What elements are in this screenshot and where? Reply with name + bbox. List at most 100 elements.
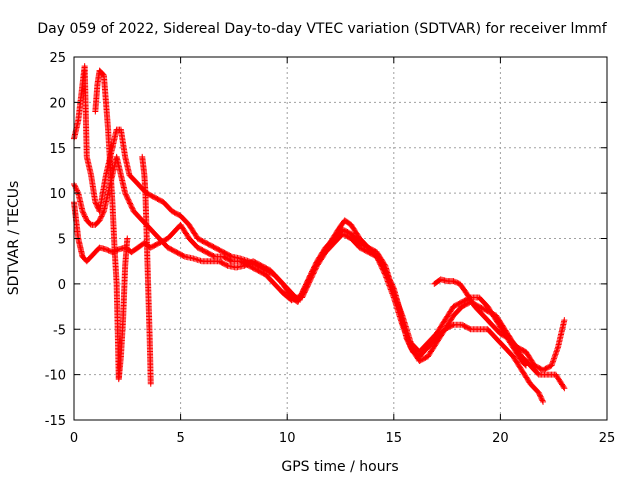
y-tick-label: 0 [58, 278, 66, 293]
data-point [297, 293, 304, 300]
x-tick-label: 0 [70, 431, 78, 446]
y-tick-label: 20 [49, 96, 66, 111]
data-point [296, 294, 303, 301]
data-point [396, 305, 403, 312]
data-point [311, 264, 318, 271]
data-point [311, 263, 318, 270]
data-point [522, 362, 529, 369]
data-point [227, 257, 234, 264]
data-point [313, 259, 320, 266]
series-track-6 [139, 153, 154, 387]
data-point [74, 188, 81, 195]
data-point [303, 281, 310, 288]
data-point [304, 278, 311, 285]
data-point [454, 279, 461, 286]
data-point [80, 209, 87, 216]
data-point [300, 288, 307, 295]
data-point [538, 394, 545, 401]
data-point [451, 278, 458, 285]
y-tick-label: -15 [45, 414, 66, 429]
data-point [122, 191, 129, 198]
data-point [72, 183, 79, 190]
data-point [301, 284, 308, 291]
data-point [450, 278, 457, 285]
data-point [391, 292, 398, 299]
data-point [397, 307, 404, 314]
y-tick-label: 5 [58, 233, 66, 248]
data-point [561, 317, 568, 324]
data-point [306, 275, 313, 282]
data-point [398, 309, 405, 316]
data-point [395, 301, 402, 308]
series-track-5 [92, 67, 131, 383]
data-point [307, 272, 314, 279]
data-point [312, 262, 319, 269]
data-point [300, 286, 307, 293]
data-point [312, 260, 319, 267]
data-point [298, 290, 305, 297]
y-tick-label: 25 [49, 51, 66, 66]
x-tick-label: 20 [492, 431, 509, 446]
data-point [535, 389, 542, 396]
data-point [394, 300, 401, 307]
data-point [391, 291, 398, 298]
data-point [124, 195, 131, 202]
data-point [536, 392, 543, 399]
data-point [180, 253, 187, 260]
data-point [298, 291, 305, 298]
axis-ticks: 0 5 10 15 20 25 -15 -10 -5 0 5 10 15 20 25 [45, 51, 616, 446]
data-point [310, 265, 317, 272]
data-point [560, 384, 567, 390]
x-tick-label: 25 [599, 431, 616, 446]
data-point [223, 262, 230, 269]
data-point [96, 217, 103, 224]
data-point [97, 216, 104, 223]
data-point [398, 311, 405, 318]
data-point [147, 380, 154, 387]
data-point [396, 304, 403, 311]
data-point [123, 194, 130, 201]
data-point [125, 196, 132, 203]
data-point [307, 271, 314, 278]
x-tick-label: 5 [176, 431, 184, 446]
data-point [393, 296, 400, 303]
data-point [102, 246, 109, 253]
data-point [394, 299, 401, 306]
data-point [393, 297, 400, 304]
data-point [123, 192, 130, 199]
data-point [561, 385, 568, 392]
data-point [309, 268, 316, 275]
data-point [80, 210, 87, 217]
data-point [306, 273, 313, 280]
data-point [304, 277, 311, 284]
data-point [537, 393, 544, 400]
data-point [392, 295, 399, 302]
data-point [128, 204, 135, 211]
data-point [127, 200, 134, 207]
x-axis-label: GPS time / hours [281, 459, 398, 475]
y-tick-label: 15 [49, 142, 66, 157]
data-point [99, 210, 106, 217]
series-track-3 [71, 199, 529, 369]
data-point [536, 391, 543, 398]
data-point [302, 282, 309, 289]
data-point [128, 203, 135, 210]
data-point [129, 205, 136, 212]
data-point [381, 261, 388, 268]
x-tick-label: 15 [386, 431, 403, 446]
data-point [453, 279, 460, 286]
data-point [98, 213, 105, 220]
data-point [81, 212, 88, 219]
data-point [522, 361, 529, 368]
data-point [301, 285, 308, 292]
data-point [100, 209, 107, 216]
series-track-1 [71, 63, 547, 405]
y-tick-label: -5 [53, 323, 66, 338]
y-tick-label: -10 [45, 369, 66, 384]
data-point [106, 248, 113, 255]
data-point [308, 269, 315, 276]
data-point [93, 201, 100, 208]
data-point [299, 289, 306, 296]
series-track-2 [71, 153, 568, 392]
